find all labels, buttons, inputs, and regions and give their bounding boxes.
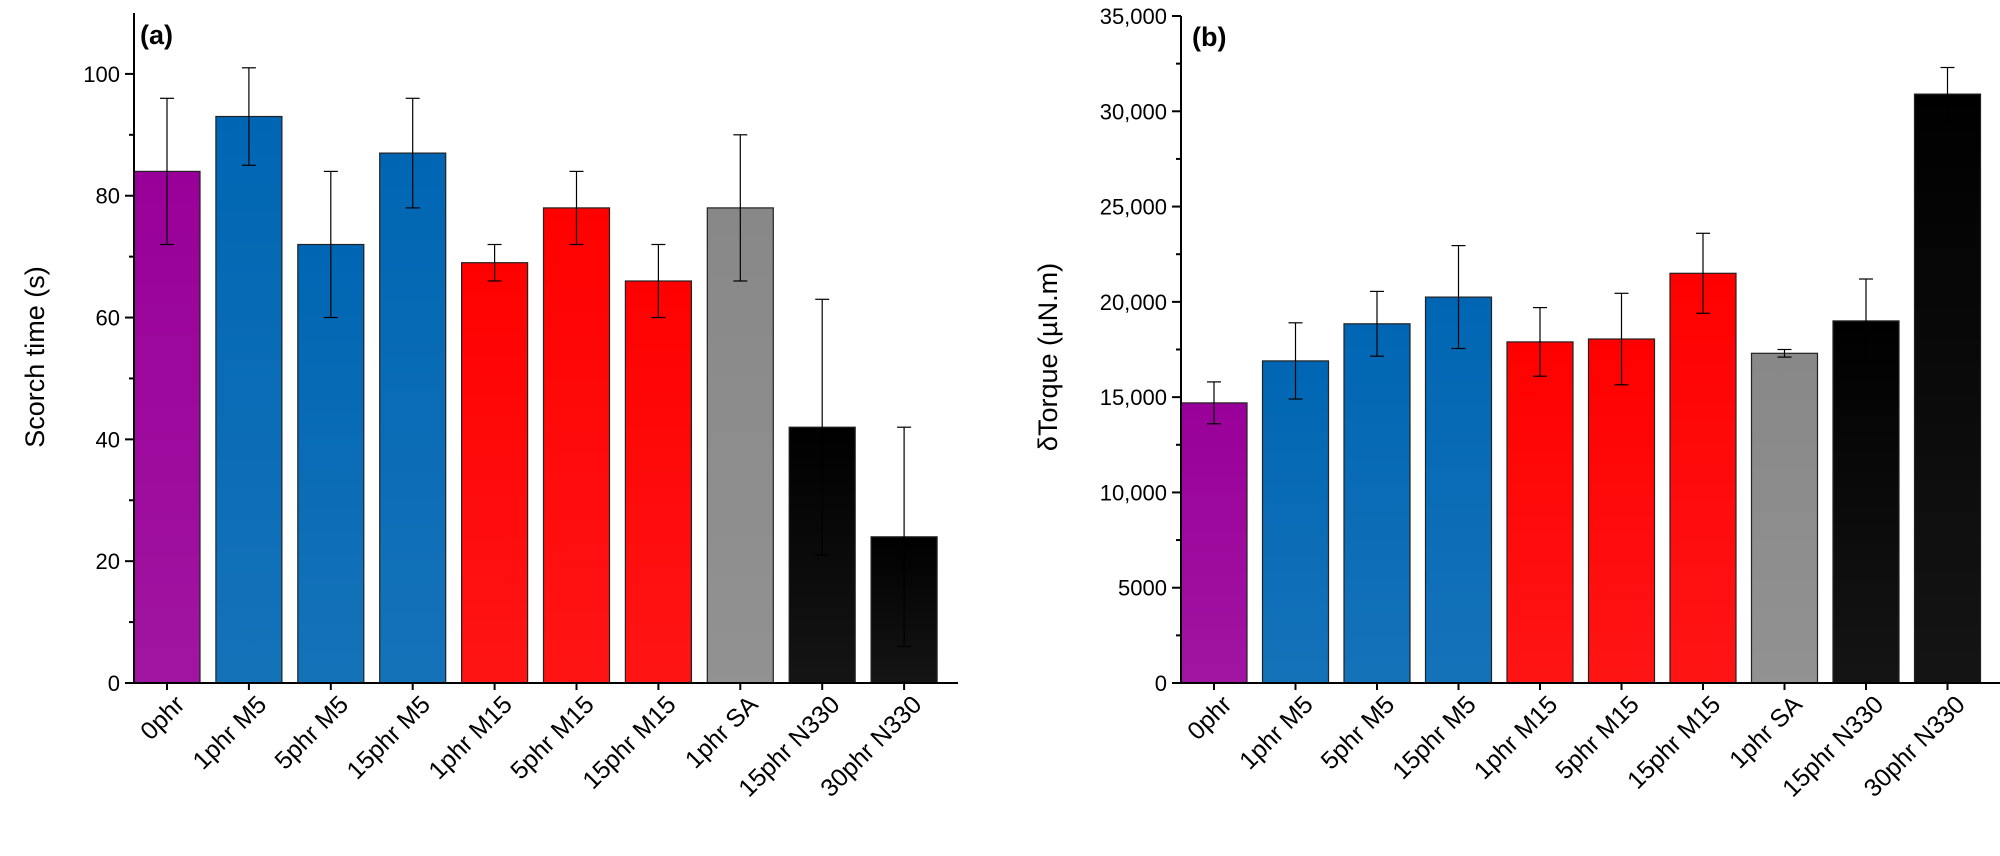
panel-b-label: (b) (1192, 22, 1226, 52)
panel-b-bar-1phr-m15 (1506, 341, 1574, 684)
panel-b-y-tick-label: 25,000 (1100, 195, 1167, 220)
panel-a-x-tick-label: 5phr M5 (269, 690, 354, 775)
panel-b-bar-15phr-n330 (1832, 320, 1900, 684)
panel-b-x-tick-label: 1phr M5 (1234, 690, 1319, 775)
panel-b-bar-30phr-n330 (1913, 93, 1982, 684)
panel-b-y-axis-title: δTorque (µN.m) (1033, 263, 1063, 451)
panel-a-bar-15phr-m5 (379, 152, 447, 684)
panel-a-y-axis-title: Scorch time (s) (20, 266, 50, 448)
panel-b-y-tick-label: 15,000 (1100, 385, 1167, 410)
panel-a-y-tick-label: 20 (96, 549, 120, 574)
panel-a-x-tick-label: 1phr M5 (187, 690, 272, 775)
panel-a-y-tick-label: 0 (108, 671, 120, 696)
panel-b-x-tick-label: 15phr M5 (1387, 690, 1481, 784)
panel-a-x-tick-label: 1phr SA (680, 690, 764, 774)
panel-b-y-tick-label: 5000 (1118, 576, 1167, 601)
panel-a-bar-1phr-m5 (215, 115, 283, 684)
panel-b-y-tick-label: 0 (1155, 671, 1167, 696)
panel-b-bar-15phr-m15 (1669, 272, 1737, 684)
panel-a-bar-15phr-m15 (624, 280, 693, 684)
panel-a-bar-0phr (133, 170, 201, 684)
panel-b-x-tick-label: 0phr (1182, 690, 1237, 745)
panel-a-y-tick-label: 80 (96, 184, 120, 209)
panel-b-bar-1phr-sa (1750, 352, 1819, 684)
panel-b-bar-1phr-m5 (1261, 360, 1330, 684)
panel-a-bar-1phr-sa (706, 207, 774, 684)
panel-b-y-tick-label: 30,000 (1100, 99, 1167, 124)
panel-a-y-tick-label: 60 (96, 306, 120, 331)
panel-a-bar-5phr-m15 (542, 207, 611, 684)
panel-b-bar-15phr-m5 (1424, 296, 1493, 684)
panel-b-bar-5phr-m15 (1587, 338, 1656, 684)
panel-a-bar-1phr-m15 (461, 262, 529, 684)
panel-b-y-tick-label: 10,000 (1100, 480, 1167, 505)
panel-a-x-tick-label: 0phr (135, 690, 190, 745)
panel-a-y-tick-label: 100 (83, 62, 120, 87)
panel-b-y-tick-label: 35,000 (1100, 4, 1167, 29)
panel-b-x-tick-label: 1phr M15 (1469, 690, 1563, 784)
panel-b-bar-0phr (1180, 402, 1248, 684)
panel-b-x-tick-label: 5phr M5 (1316, 690, 1401, 775)
panel-a-x-tick-label: 1phr M15 (423, 690, 517, 784)
panel-a-x-tick-label: 15phr M5 (341, 690, 435, 784)
panel-b-bar-5phr-m5 (1343, 323, 1411, 684)
panel-a-y-tick-label: 40 (96, 427, 120, 452)
panel-a-label: (a) (140, 20, 173, 50)
panel-a-scorch-time: (a) Scorch time (s) 0204060801000phr1phr… (20, 13, 958, 803)
panel-b-y-tick-label: 20,000 (1100, 290, 1167, 315)
panel-b-delta-torque: (b) δTorque (µN.m) 0 5000 10,000 15,000 20,0… (1033, 4, 2000, 803)
panel-b-x-tick-label: 1phr SA (1724, 690, 1808, 774)
